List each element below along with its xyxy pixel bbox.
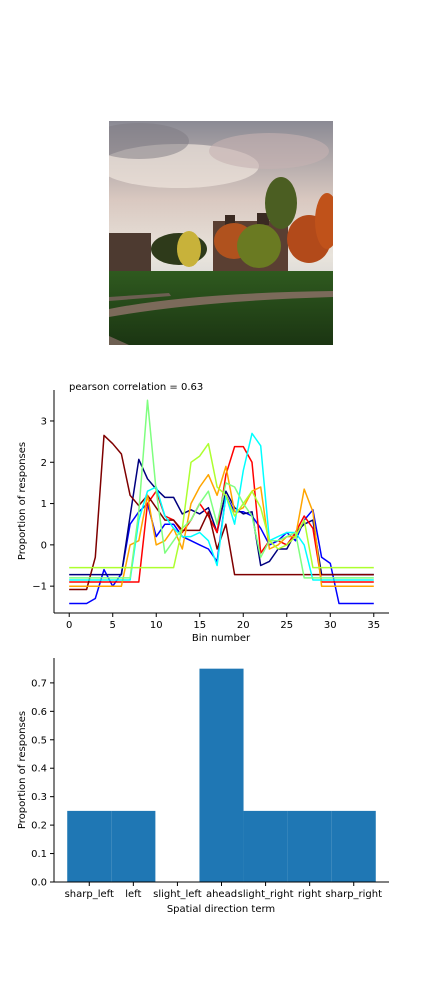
y-tick-label: 0.3: [31, 792, 47, 803]
x-tick-label: 35: [367, 620, 380, 631]
line-series-7: [69, 442, 374, 569]
bar-chart-x-ticks: sharp_left left slight_left ahead slight_rig…: [65, 882, 382, 900]
line-chart-title: pearson correlation = 0.63: [69, 382, 203, 393]
y-tick-label: 0: [41, 540, 47, 551]
bar-left: [111, 810, 156, 882]
line-chart-y-ticks: −1 0 1 2 3: [32, 416, 54, 593]
bar-sharp_right: [331, 810, 376, 882]
x-tick-label: slight_left: [153, 889, 202, 900]
campus-photo: [89, 121, 339, 345]
line-series-group: [69, 399, 374, 605]
bar-right: [287, 810, 332, 882]
bar-sharp_left: [67, 810, 112, 882]
campus-photo-icon: [89, 121, 339, 345]
x-tick-label: sharp_left: [65, 889, 114, 900]
y-tick-label: 0.7: [31, 678, 47, 689]
bar-group: [67, 668, 376, 882]
y-tick-label: 0.0: [31, 878, 47, 889]
x-tick-label: 10: [150, 620, 163, 631]
x-tick-label: slight_right: [238, 889, 294, 900]
bar-chart-x-label: Spatial direction term: [167, 904, 275, 915]
bar-chart-y-ticks: 0.0 0.1 0.2 0.3 0.4 0.5 0.6 0.7: [31, 678, 54, 889]
line-series-5: [69, 432, 374, 581]
x-tick-label: 25: [280, 620, 293, 631]
y-tick-label: −1: [32, 582, 47, 593]
line-chart-x-label: Bin number: [192, 633, 251, 644]
bar-chart: sharp_left left slight_left ahead slight_rig…: [17, 658, 389, 915]
y-tick-label: 1: [41, 499, 47, 510]
line-series-3: [69, 434, 374, 591]
y-tick-label: 2: [41, 458, 47, 469]
x-tick-label: 5: [110, 620, 116, 631]
x-tick-label: 0: [66, 620, 72, 631]
y-tick-label: 3: [41, 416, 47, 427]
line-chart-y-label: Proportion of responses: [17, 442, 28, 560]
x-tick-label: right: [298, 889, 322, 900]
line-chart: pearson correlation = 0.63 0 5 10 15 20 25 30 3…: [17, 382, 389, 644]
x-tick-label: ahead: [206, 889, 237, 900]
bar-chart-y-label: Proportion of responses: [17, 711, 28, 829]
bar-ahead: [199, 668, 244, 882]
line-chart-x-ticks: 0 5 10 15 20 25 30 35: [66, 613, 380, 631]
line-series-6: [69, 399, 374, 579]
line-series-4: [69, 465, 374, 587]
x-tick-label: sharp_right: [325, 889, 382, 900]
y-tick-label: 0.4: [31, 764, 47, 775]
y-tick-label: 0.6: [31, 707, 47, 718]
line-series-1: [69, 458, 374, 576]
bar-slight_right: [243, 810, 288, 882]
x-tick-label: left: [125, 889, 141, 900]
x-tick-label: 20: [237, 620, 250, 631]
x-tick-label: 15: [193, 620, 206, 631]
y-tick-label: 0.2: [31, 821, 47, 832]
y-tick-label: 0.5: [31, 735, 47, 746]
x-tick-label: 30: [324, 620, 337, 631]
y-tick-label: 0.1: [31, 849, 47, 860]
